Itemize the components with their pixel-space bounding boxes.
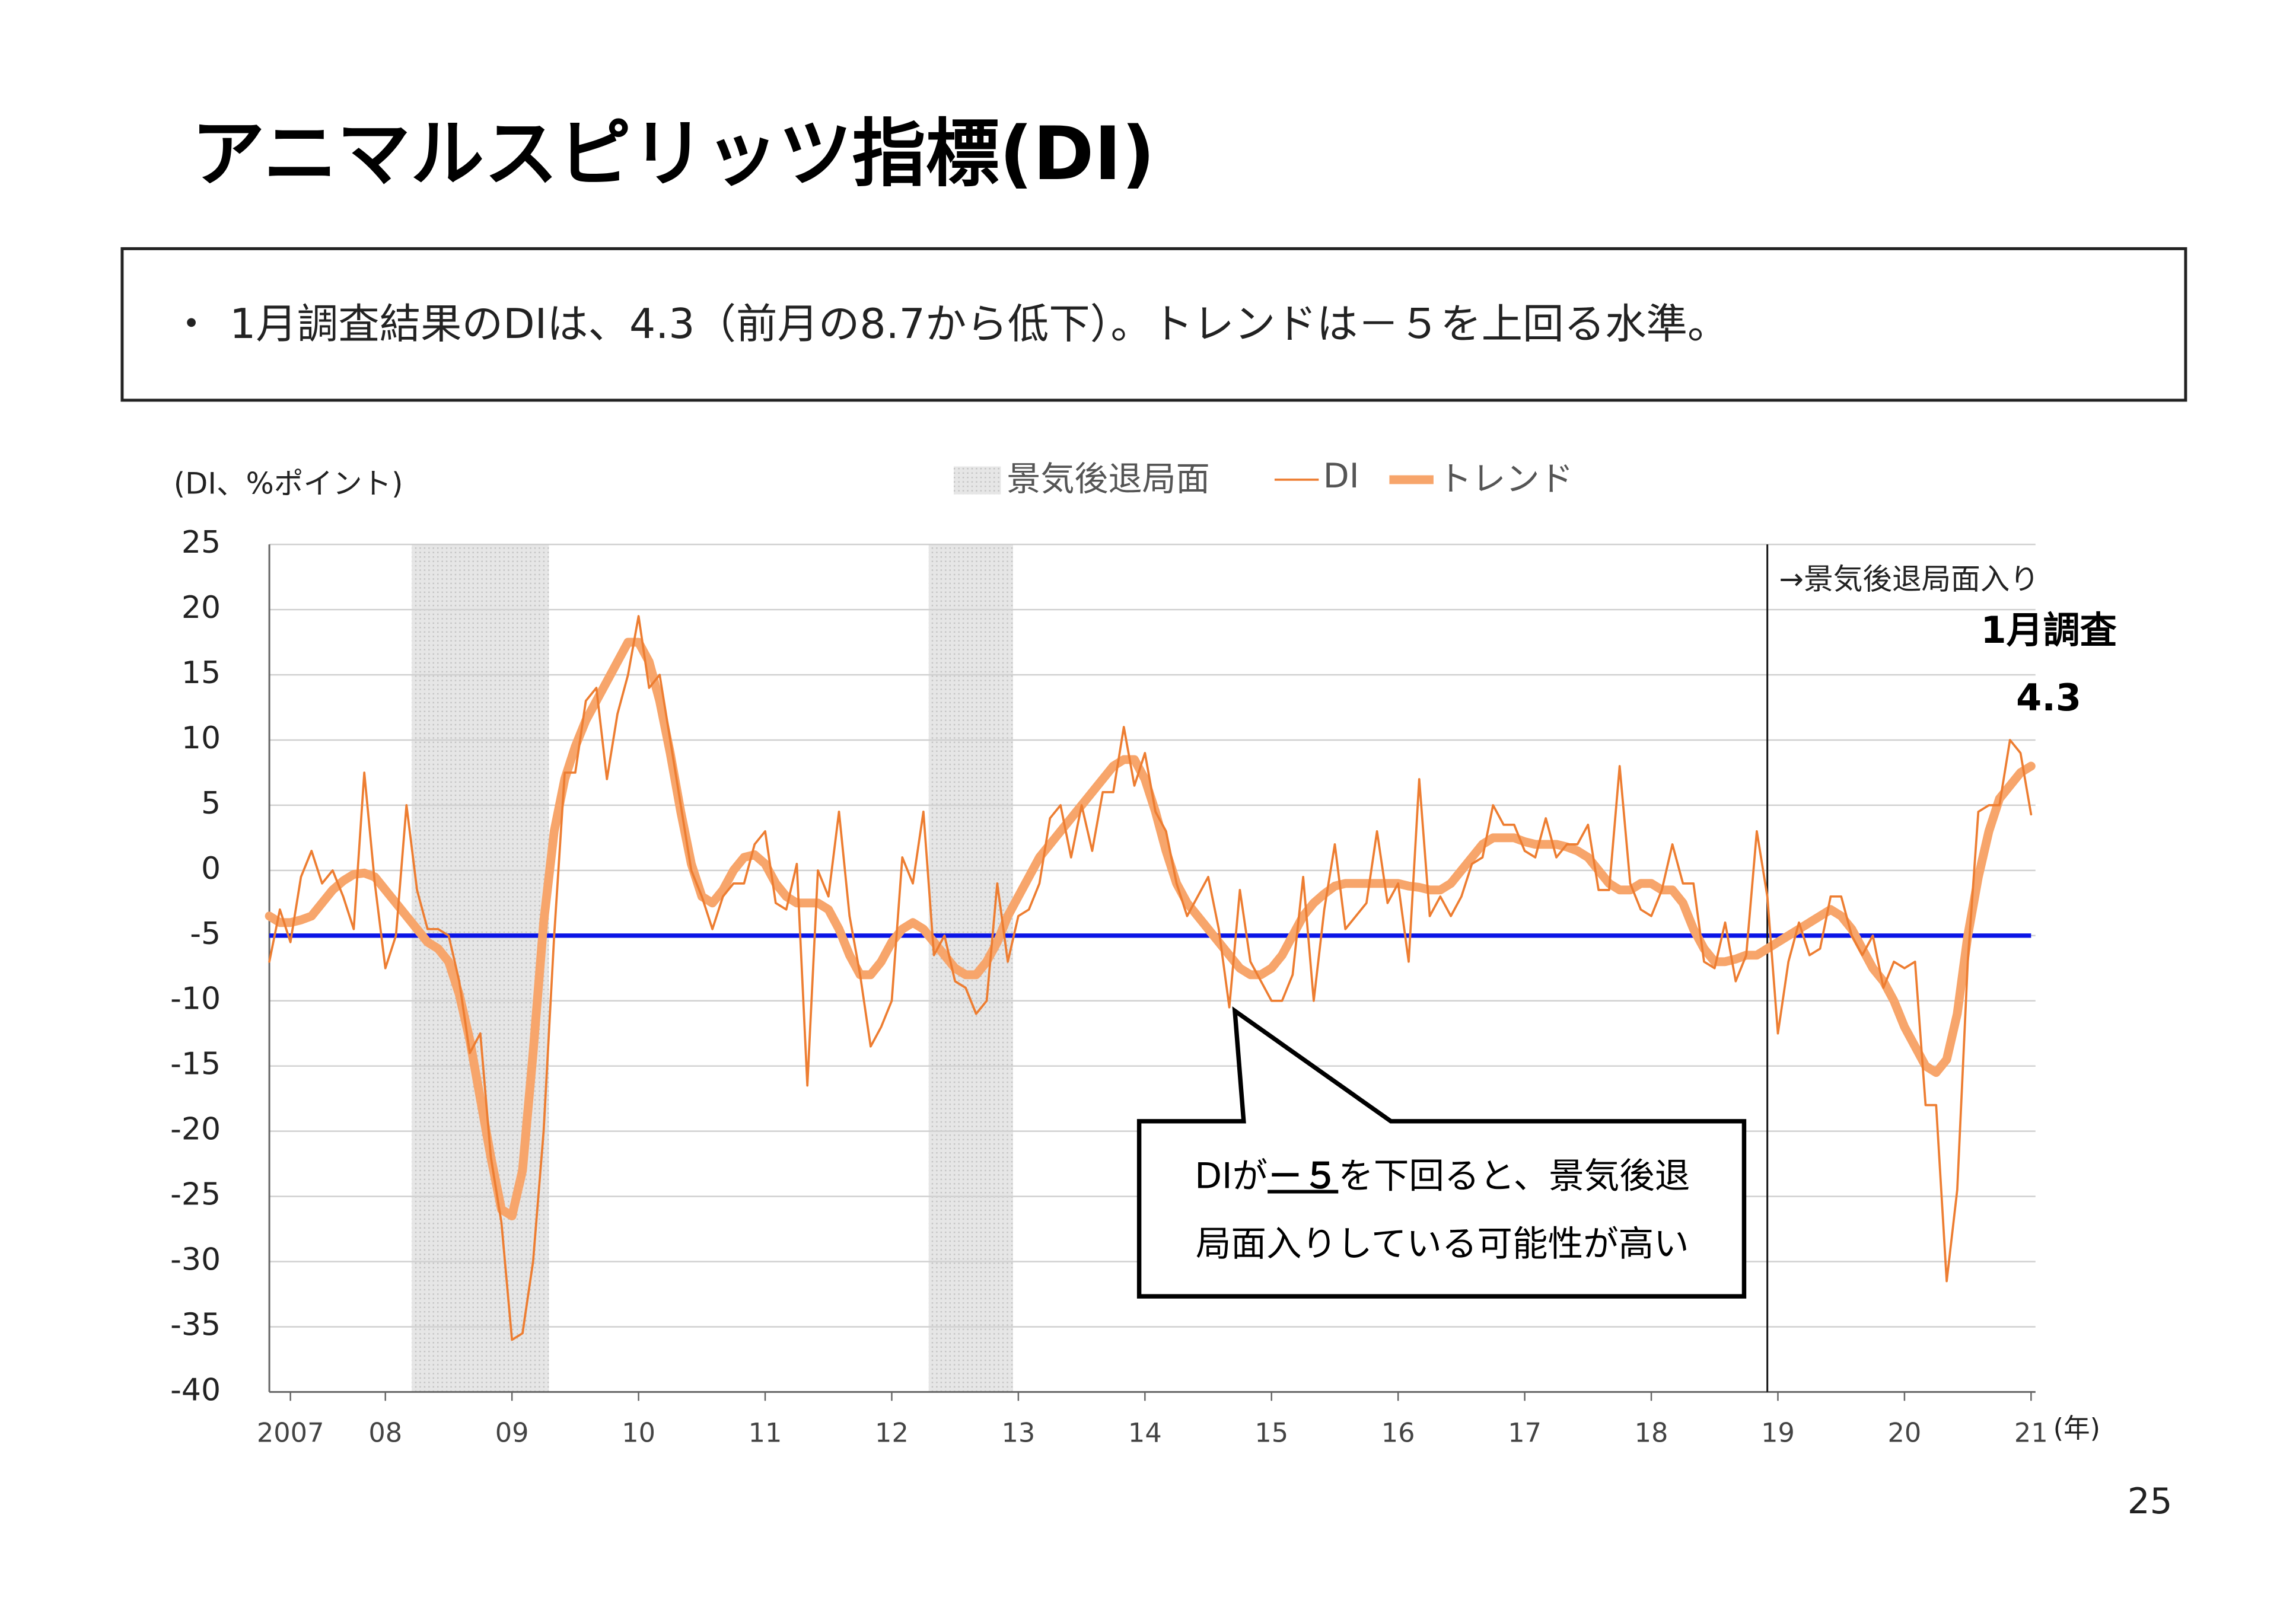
y-tick-label: -40 — [170, 1372, 221, 1408]
y-tick-label: -5 — [190, 916, 221, 952]
y-tick-label: -30 — [170, 1242, 221, 1278]
x-tick-label: 2007 — [257, 1417, 324, 1448]
series-line — [268, 615, 2033, 1341]
y-tick-label: 10 — [181, 720, 221, 756]
latest-value: 4.3 — [2016, 676, 2081, 719]
callout-emphasis: －５ — [1268, 1156, 1338, 1197]
x-axis-label: (年) — [2053, 1413, 2101, 1444]
x-tick-label: 10 — [622, 1417, 655, 1448]
y-tick-label: 20 — [181, 590, 221, 626]
y-tick-label: -20 — [170, 1112, 221, 1147]
chart: -40 -35 -30 -25 -20 -15 -10 -5 0 5 10 15 20 25 (DI、%ポイ… — [170, 457, 2117, 1448]
latest-label: 1月調査 — [1981, 608, 2117, 652]
x-tick-label: 14 — [1128, 1417, 1162, 1448]
y-axis-label: (DI、%ポイント) — [174, 466, 403, 500]
y-tick-label: 0 — [201, 851, 221, 887]
x-tick-label: 19 — [1761, 1417, 1795, 1448]
y-tick-label: -35 — [170, 1307, 221, 1343]
callout-line: DIが－５を下回ると、景気後退 — [1195, 1156, 1690, 1197]
y-tick-label: 25 — [181, 525, 221, 560]
y-tick-label: 5 — [201, 786, 221, 821]
callout-line: 局面入りしている可能性が高い — [1196, 1224, 1689, 1265]
y-tick-label: -10 — [170, 981, 221, 1017]
x-tick-label: 17 — [1508, 1417, 1542, 1448]
callout-text: を下回ると、景気後退 — [1338, 1156, 1690, 1197]
summary-bullet: ・ — [171, 301, 212, 348]
x-tick-label: 08 — [368, 1417, 402, 1448]
x-tick-label: 12 — [875, 1417, 909, 1448]
slide-title: アニマルスピリッツ指標(DI) — [192, 111, 1155, 197]
x-tick-label: 13 — [1001, 1417, 1035, 1448]
x-tick-label: 11 — [749, 1417, 782, 1448]
legend-label: DI — [1323, 457, 1359, 496]
y-tick-label: -25 — [170, 1177, 221, 1213]
legend-label: トレンド — [1438, 460, 1573, 499]
y-tick-label: 15 — [181, 655, 221, 691]
marker-label: →景気後退局面入り — [1779, 562, 2039, 597]
legend-label: 景気後退局面 — [1007, 460, 1209, 499]
recession-band — [928, 544, 1014, 1392]
x-tick-label: 15 — [1254, 1417, 1288, 1448]
recession-band — [412, 544, 549, 1392]
x-tick-label: 18 — [1635, 1417, 1668, 1448]
page-number: 25 — [2128, 1481, 2173, 1522]
legend-swatch — [953, 466, 1001, 495]
x-tick-label: 09 — [495, 1417, 529, 1448]
x-tick-label: 16 — [1381, 1417, 1415, 1448]
callout-text: DIが — [1195, 1156, 1268, 1197]
x-tick-label: 21 — [2014, 1417, 2048, 1448]
y-tick-label: -15 — [170, 1047, 221, 1082]
summary-text: 1月調査結果のDIは、4.3（前月の8.7から低下）。トレンドは－５を上回る水準… — [230, 301, 1728, 348]
summary-box — [120, 247, 2187, 402]
x-tick-label: 20 — [1888, 1417, 1922, 1448]
callout-box — [1136, 1006, 1747, 1299]
